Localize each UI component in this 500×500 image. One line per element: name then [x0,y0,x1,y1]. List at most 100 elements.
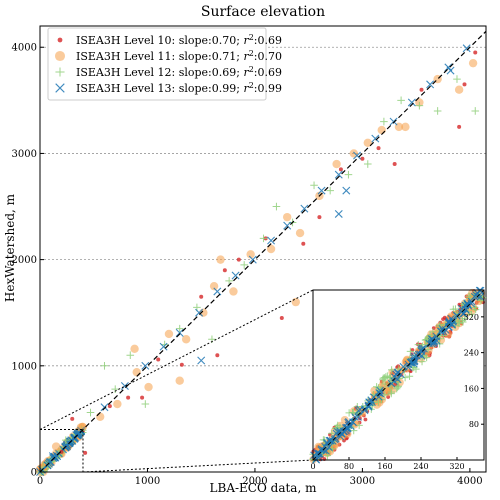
data-point [225,277,233,285]
legend-r-exponent: 2 [249,81,254,90]
data-point [338,167,343,172]
data-point [164,329,174,339]
data-point [392,162,397,167]
data-point [425,339,433,348]
data-point [317,186,326,195]
legend-entry: ISEA3H Level 11: slope:0.71; r2:0.70 [76,49,282,63]
data-point [266,244,276,254]
data-point [272,202,281,211]
legend-r-exponent: 2 [249,33,254,42]
data-point [159,342,168,351]
legend-r2-value: :0.99 [254,82,282,95]
data-point [365,398,374,407]
data-point [470,292,479,301]
legend-entry: ISEA3H Level 13: slope:0.99; r2:0.99 [76,81,282,95]
data-point [364,403,373,411]
data-point [70,416,75,421]
data-point [295,228,305,238]
data-point [460,309,468,318]
data-point [126,395,131,400]
data-point [349,149,359,158]
data-point [132,367,141,377]
inset-y-tick-label: 160 [464,384,479,393]
data-point [397,96,405,105]
data-point [401,374,409,382]
data-point [279,316,284,321]
legend-r2-value: :0.70 [254,50,282,63]
data-point [407,98,416,107]
legend-entry-text: ISEA3H Level 11: slope:0.71; [76,50,243,63]
x-tick-label: 1000 [135,476,160,487]
data-point [231,271,240,280]
main-axis-ticks: 0 1000 2000 3000 4000 0 1000 2000 3000 4000 [12,43,483,487]
data-point [429,328,437,336]
data-point [323,439,331,448]
zoom-region [39,429,84,473]
data-point [453,311,461,320]
x-axis-label: LBA-ECO data, m [210,481,318,495]
data-point [381,380,389,388]
data-point [332,159,341,169]
data-point [209,281,219,291]
data-point [351,413,359,421]
data-point [445,318,454,327]
inset-x-tick-label: 0 [310,462,315,471]
legend-entry-text: ISEA3H Level 12: slope:0.69; [76,66,243,79]
data-point [310,181,318,190]
data-point [354,413,362,421]
data-point [301,241,306,246]
data-point [282,212,292,222]
data-point [401,122,410,132]
data-point [354,407,363,415]
legend-box [47,27,267,101]
data-point [374,398,383,406]
data-point [334,170,343,179]
data-point [471,107,480,115]
data-point [51,442,61,451]
data-point [175,328,184,337]
data-point [334,421,342,430]
legend-r-symbol: r [243,82,249,95]
data-point [175,376,184,385]
data-point [360,156,365,161]
data-point [436,327,445,336]
data-point [113,399,122,409]
data-point [344,170,353,179]
data-point [215,353,220,358]
data-point [213,287,222,296]
data-point [344,421,353,430]
data-point [376,146,381,151]
data-point [433,107,442,115]
data-point [417,345,426,354]
data-point [391,373,399,382]
data-point [453,75,461,83]
data-point [86,408,95,417]
data-point [363,138,372,148]
data-point [48,452,57,461]
data-point [439,327,448,336]
data-point [467,297,476,306]
inset-x-tick-label: 320 [449,462,464,471]
data-point [379,376,387,384]
data-point [141,400,150,408]
legend-entry: ISEA3H Level 10: slope:0.70; r2:0.69 [76,33,282,47]
data-point [363,160,372,168]
data-point [54,50,66,62]
data-point [476,286,485,295]
data-point [342,186,351,195]
data-point [130,344,139,354]
data-point [300,204,309,213]
data-point [415,101,424,110]
one-to-one-line [39,30,487,473]
data-point [326,186,334,195]
data-point [419,87,424,92]
data-point [120,381,129,390]
data-point [175,324,184,333]
data-point [107,404,112,409]
legend-r-symbol: r [243,34,249,47]
data-point [83,450,88,455]
data-point [424,346,433,355]
legend-r-symbol: r [243,66,249,79]
inset-one-to-one-line [312,289,485,461]
data-point [55,83,65,93]
